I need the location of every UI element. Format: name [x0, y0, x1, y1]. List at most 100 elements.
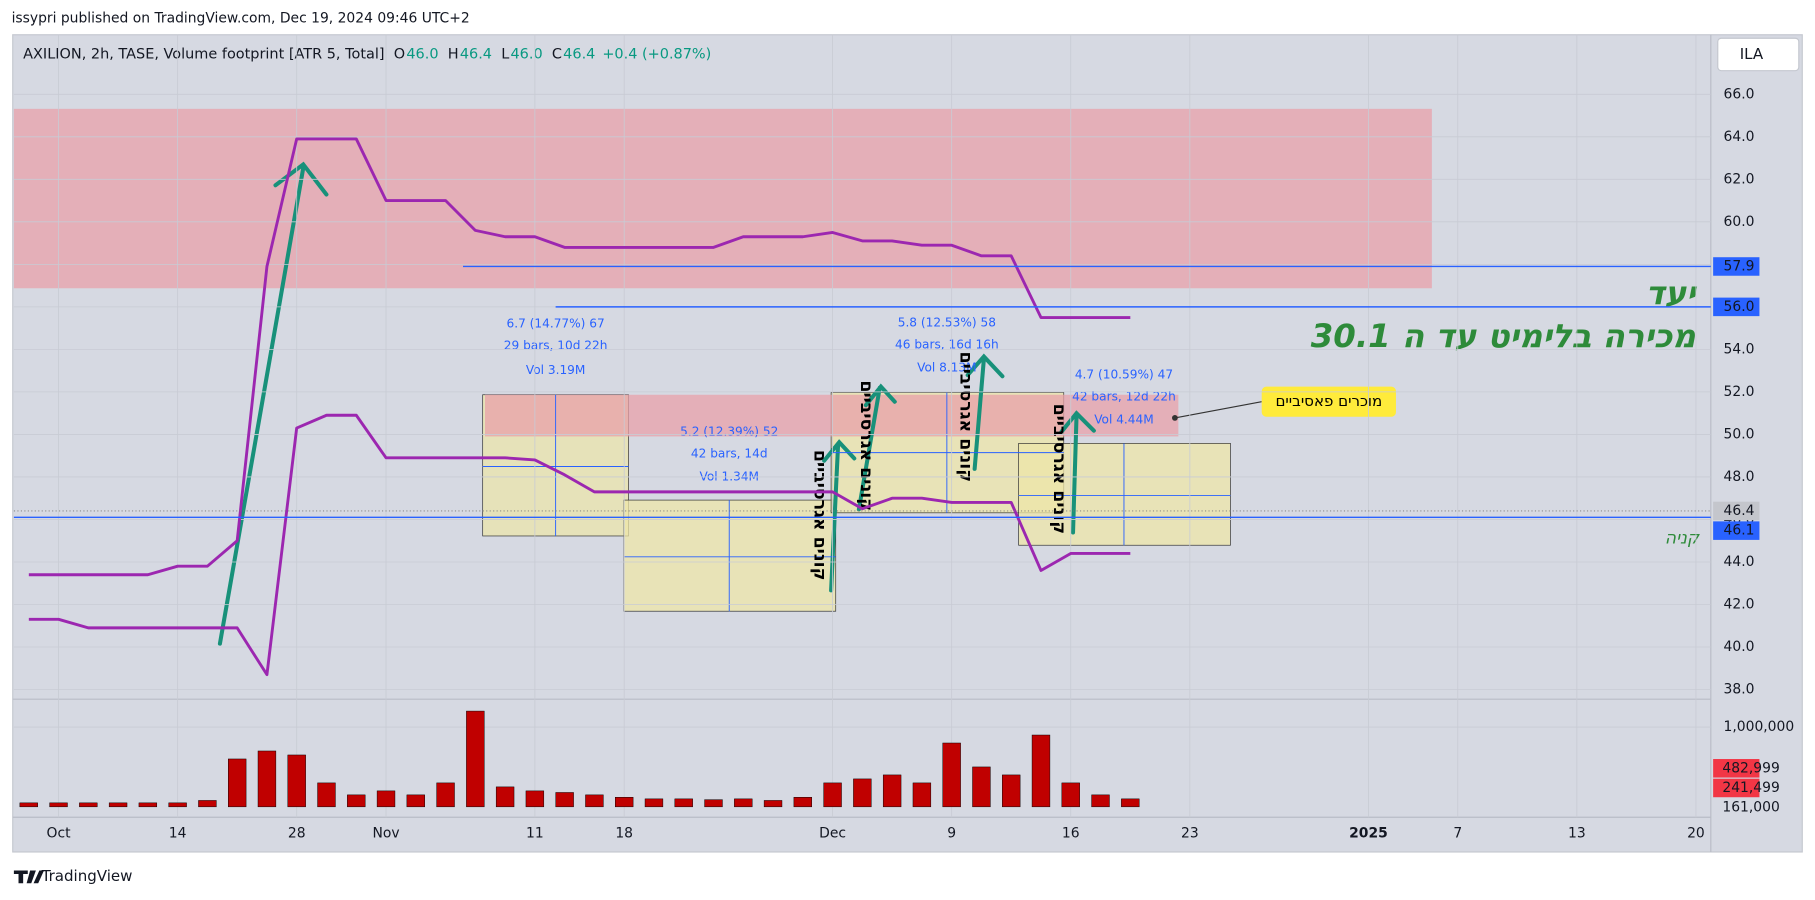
volume-bar [317, 782, 336, 808]
volume-bar [49, 802, 68, 808]
measure-lines [623, 500, 836, 612]
price-band-line [28, 413, 1131, 677]
volume-bar [466, 710, 485, 808]
volume-bar [257, 750, 277, 808]
measure-label: Vol 8.13M [917, 361, 977, 375]
measure-label: 46 bars, 16d 16h [895, 337, 999, 351]
logo-mark [13, 870, 44, 884]
callout-box [1261, 386, 1396, 417]
volume-bar [1031, 734, 1051, 808]
volume-bar [853, 778, 872, 808]
target-note: יעד [1646, 274, 1698, 312]
volume-bar [734, 798, 753, 808]
price-badge [1713, 759, 1760, 778]
x-tick-label: 28 [288, 825, 306, 841]
volume-bar [1002, 774, 1021, 808]
y-tick-label: 64.0 [1724, 129, 1755, 145]
x-tick-label: 23 [1181, 825, 1199, 841]
legend-item: 46.0 [406, 46, 438, 62]
volume-bar [376, 790, 396, 808]
vertical-note: קונים אגרסיביים [810, 450, 830, 581]
price-badge-label: 46.4 [1724, 503, 1755, 519]
measure-label: Vol 3.19M [526, 363, 586, 377]
vertical-note: קונים אגרסיביים [856, 380, 876, 511]
callout-dot [1171, 415, 1178, 421]
volume-bar [168, 802, 187, 808]
arrow [965, 353, 1005, 471]
vertical-note: קונים אגרסיביים [955, 351, 975, 482]
volume-bar [704, 799, 723, 808]
y-tick-label: 62.0 [1724, 171, 1755, 187]
arrow [217, 161, 329, 646]
price-badge-label: 46.1 [1724, 523, 1755, 539]
x-tick-label: 2025 [1349, 825, 1388, 841]
volume-bar [882, 774, 902, 808]
arrow [1059, 410, 1096, 535]
measures [482, 392, 1231, 612]
measure-label: 4.7 (10.59%) 47 [1075, 368, 1173, 382]
volume-bar [615, 797, 634, 808]
volume-bar [436, 782, 455, 808]
measure-lines [831, 392, 1064, 513]
x-tick-label: 20 [1687, 825, 1705, 841]
arrow [856, 383, 897, 512]
legend-item: 46.0 [510, 46, 542, 62]
currency-button[interactable] [1717, 37, 1800, 72]
legend-item: 46.4 [460, 46, 492, 62]
measure-label: 5.8 (12.53%) 58 [898, 315, 996, 329]
volume-bar [198, 800, 217, 808]
price-badge [1713, 521, 1760, 540]
arrows [217, 161, 1096, 646]
price-badge-label: 161,000 [1722, 800, 1779, 816]
measure-label: 42 bars, 12d 22h [1072, 390, 1176, 404]
y-tick-label: 1,000,000 [1724, 719, 1795, 735]
volume-bar [763, 800, 783, 808]
x-tick-label: 18 [615, 825, 633, 841]
byline: issypri published on TradingView.com, De… [12, 11, 470, 27]
legend-item: 46.4 [563, 46, 595, 62]
measure-label: Vol 1.34M [699, 469, 759, 483]
box-zone [1018, 443, 1231, 546]
y-tick-label: 52.0 [1724, 384, 1755, 400]
x-tick-label: 16 [1062, 825, 1080, 841]
x-tick-label: 13 [1568, 825, 1586, 841]
price-badge-label: 57.9 [1724, 258, 1755, 274]
volume-bar [79, 802, 98, 808]
volume-bar [228, 758, 247, 808]
price-badge [1713, 778, 1760, 798]
measure-label: 6.7 (14.77%) 67 [506, 317, 604, 331]
legend-item: C [552, 46, 562, 62]
price-badge [1713, 297, 1760, 317]
x-tick-label: Dec [819, 825, 846, 841]
y-tick-label: 50.0 [1724, 426, 1755, 442]
price-badge [1713, 501, 1760, 521]
volume-bar [793, 797, 812, 808]
resistance-zone [13, 108, 1432, 289]
logo-text: TradingView [41, 867, 133, 885]
volume-bar [1091, 794, 1110, 808]
price-badge-label: 241,499 [1722, 780, 1779, 796]
volume-bar [1121, 798, 1140, 808]
sell-note: מכירה בלימיט עד ה 30.1 [1311, 317, 1697, 355]
y-tick-label: 38.0 [1724, 682, 1755, 698]
buy-note: קניה [1665, 528, 1700, 548]
y-tick-label: 40.0 [1724, 639, 1755, 655]
x-tick-label: Oct [47, 825, 72, 841]
x-tick-label: 7 [1453, 825, 1462, 841]
volume-bar [19, 802, 38, 808]
legend: AXILION, 2h, TASE, Volume footprint [ATR… [23, 46, 711, 62]
y-tick-label: 66.0 [1724, 86, 1755, 102]
price-badge-label: 482,999 [1722, 760, 1779, 776]
y-tick-label: 44.0 [1724, 554, 1755, 570]
box-zone [623, 499, 837, 612]
legend-item: O [394, 46, 405, 62]
volume-bar [823, 782, 842, 808]
volume-bar [287, 754, 306, 808]
callout-text: מוכרים פאסיביים [1275, 392, 1382, 410]
volume-bar [942, 742, 961, 808]
price-badge [1713, 257, 1760, 276]
y-tick-label: 42.0 [1724, 596, 1755, 612]
volume-bar [972, 766, 991, 808]
